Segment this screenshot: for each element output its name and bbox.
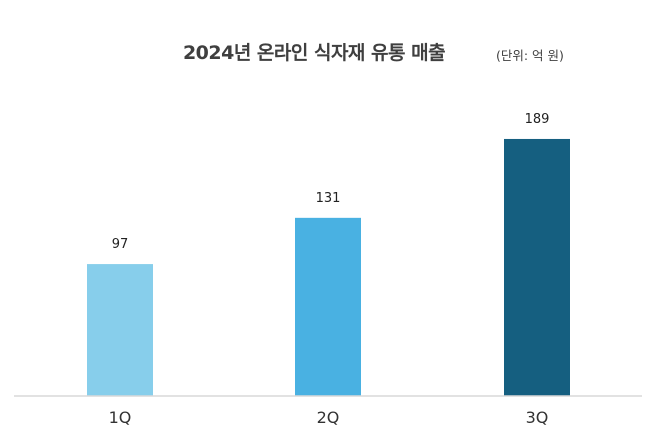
bar-1q [87, 264, 153, 396]
value-labels-group: 97 131 189 [112, 112, 550, 252]
x-tick-label-1q: 1Q [109, 408, 132, 427]
x-tick-label-3q: 3Q [526, 408, 549, 427]
value-label-2q: 131 [316, 191, 341, 206]
chart-unit-note: (단위: 억 원) [496, 48, 564, 63]
chart-title: 2024년 온라인 식자재 유통 매출 [182, 42, 446, 64]
x-tick-label-2q: 2Q [317, 408, 340, 427]
bar-3q [504, 138, 570, 396]
bar-2q [295, 217, 361, 396]
value-label-1q: 97 [112, 237, 129, 252]
x-tick-labels-group: 1Q 2Q 3Q [109, 408, 549, 427]
value-label-3q: 189 [525, 112, 550, 127]
bars-group [87, 138, 570, 396]
